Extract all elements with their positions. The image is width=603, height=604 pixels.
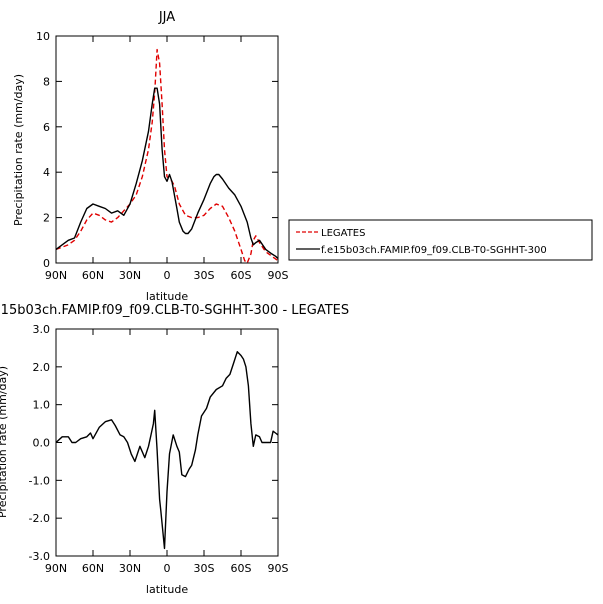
top-tick-layer: 90N 60N 30N 0 30S 60S 90S 0 2 4 6 8 10 (36, 30, 289, 282)
bottom-plot-frame (55, 328, 279, 557)
top-chart-title: JJA (158, 10, 175, 25)
top-y-axis-label: Precipitation rate (mm/day) (12, 74, 25, 226)
bottom-y-tick-label: -1.0 (29, 474, 50, 487)
bottom-x-tick-label: 30S (194, 562, 215, 575)
bottom-y-tick-label: 1.0 (33, 399, 51, 412)
bottom-x-tick-label: 90S (268, 562, 289, 575)
bottom-x-tick-label: 90N (45, 562, 67, 575)
top-x-tick-label: 60N (82, 269, 104, 282)
bottom-chart-title: f.e15b03ch.FAMIP.f09_f09.CLB-T0-SGHHT-30… (0, 303, 349, 318)
bottom-x-tick-label: 30N (119, 562, 141, 575)
bottom-chart: f.e15b03ch.FAMIP.f09_f09.CLB-T0-SGHHT-30… (0, 303, 349, 596)
top-x-axis-label: latitude (146, 290, 188, 303)
top-series-line-legates (55, 48, 279, 264)
bottom-series-line-difference (55, 351, 279, 550)
legend-label-model: f.e15b03ch.FAMIP.f09_f09.CLB-T0-SGHHT-30… (321, 245, 547, 256)
bottom-y-tick-label: -3.0 (29, 550, 50, 563)
top-x-tick-label: 90N (45, 269, 67, 282)
top-y-tick-label: 2 (43, 212, 50, 225)
legend-label-legates: LEGATES (321, 228, 365, 239)
bottom-x-tick-label: 0 (164, 562, 171, 575)
top-y-tick-label: 0 (43, 257, 50, 270)
top-x-tick-label: 0 (164, 269, 171, 282)
legend-box (288, 219, 593, 261)
bottom-x-tick-label: 60S (231, 562, 252, 575)
bottom-y-tick-label: -2.0 (29, 512, 50, 525)
legend: LEGATES f.e15b03ch.FAMIP.f09_f09.CLB-T0-… (288, 219, 593, 261)
bottom-y-tick-label: 0.0 (33, 437, 51, 450)
top-series-line-model (55, 87, 279, 260)
top-y-tick-label: 4 (43, 166, 50, 179)
bottom-tick-layer: 90N 60N 30N 0 30S 60S 90S -3.0 -2.0 -1.0 0.0 1.0 2.0… (29, 323, 289, 575)
top-y-tick-label: 8 (43, 75, 50, 88)
bottom-series-layer (55, 351, 279, 550)
bottom-y-tick-label: 2.0 (33, 361, 51, 374)
top-x-tick-label: 90S (268, 269, 289, 282)
top-series-layer (55, 48, 279, 264)
top-y-tick-label: 6 (43, 121, 50, 134)
top-plot-frame (55, 35, 279, 264)
top-x-tick-label: 30S (194, 269, 215, 282)
top-x-tick-label: 60S (231, 269, 252, 282)
bottom-x-tick-label: 60N (82, 562, 104, 575)
bottom-y-axis-label: Precipitation rate (mm/day) (0, 366, 9, 518)
bottom-y-tick-label: 3.0 (33, 323, 51, 336)
bottom-x-axis-label: latitude (146, 583, 188, 596)
top-y-tick-label: 10 (36, 30, 50, 43)
top-x-tick-label: 30N (119, 269, 141, 282)
